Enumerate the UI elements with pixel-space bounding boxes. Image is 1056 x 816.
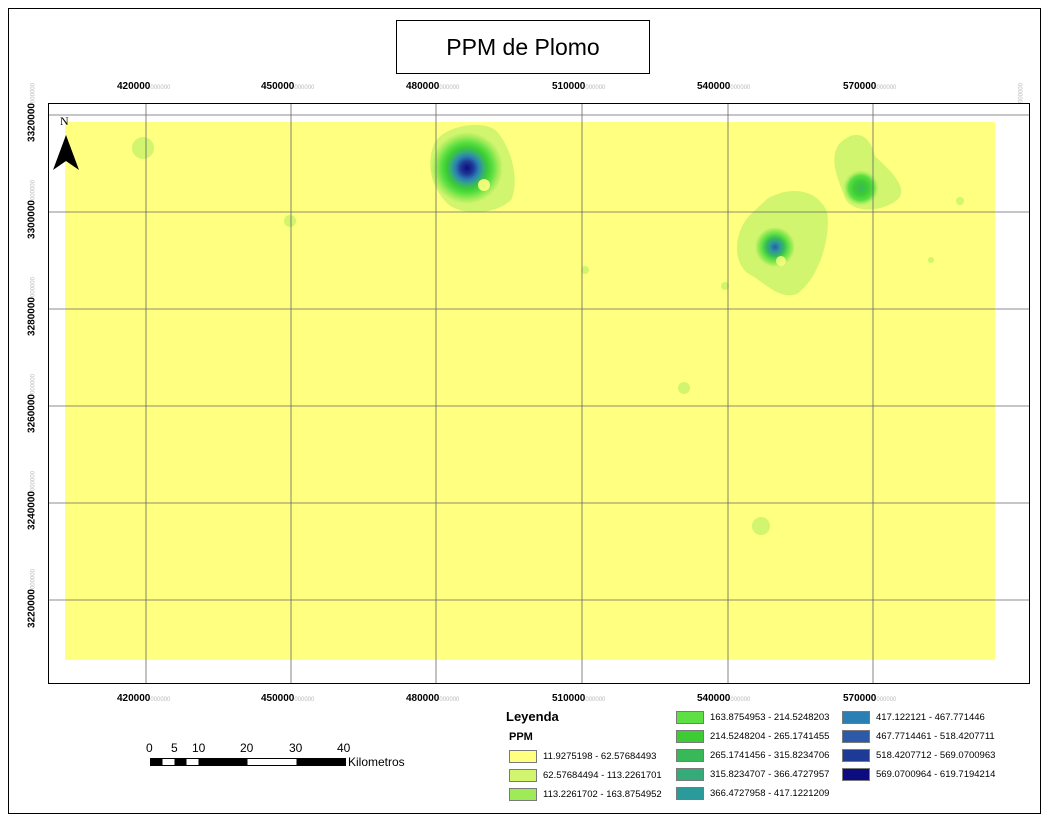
y-tick-left: 3300000000000 — [26, 180, 38, 239]
scale-unit: Kilometros — [348, 755, 405, 769]
scale-label: 5 — [171, 741, 178, 755]
x-tick-bottom: 480000000000 — [406, 693, 460, 704]
x-tick-bottom: 570000000000 — [843, 693, 897, 704]
legend-item: 163.8754953 - 214.5248203 — [676, 709, 829, 725]
legend-swatch — [842, 767, 870, 781]
legend-swatch — [509, 749, 537, 763]
legend-title: Leyenda — [506, 709, 559, 724]
north-arrow-icon: N — [53, 114, 79, 170]
scale-label: 10 — [192, 741, 206, 755]
contour-zone — [678, 382, 690, 394]
x-tick-top: 510000000000 — [552, 81, 606, 92]
legend-item: 417.122121 - 467.771446 — [842, 709, 985, 725]
legend-swatch — [676, 729, 704, 743]
legend-item: 62.57684494 - 113.2261701 — [509, 767, 662, 783]
map-title: PPM de Plomo — [446, 33, 600, 60]
layout-frame — [8, 8, 1041, 814]
legend-swatch — [509, 768, 537, 782]
y-tick-left: 3240000000000 — [26, 471, 38, 530]
map-frame[interactable]: N — [48, 103, 1030, 684]
legend-item: 518.4207712 - 569.0700963 — [842, 747, 995, 763]
legend-subtitle: PPM — [509, 731, 533, 743]
scale-label: 30 — [289, 741, 303, 755]
hotspot-high — [431, 132, 503, 204]
x-tick-bottom: 510000000000 — [552, 693, 606, 704]
contour-zone — [956, 197, 964, 205]
contour-zone — [752, 517, 770, 535]
contour-zone — [478, 179, 490, 191]
scale-bar — [150, 758, 346, 766]
legend-swatch — [676, 786, 704, 800]
x-tick-top: 570000000000 — [843, 81, 897, 92]
scale-label: 0 — [146, 741, 153, 755]
legend-item: 366.4727958 - 417.1221209 — [676, 785, 829, 801]
map-title-box: PPM de Plomo — [396, 20, 650, 74]
contour-zone — [776, 256, 786, 266]
legend-swatch — [676, 767, 704, 781]
y-tick-left: 3320000000000 — [26, 83, 38, 142]
legend-item: 569.0700964 - 619.7194214 — [842, 766, 995, 782]
x-tick-top: 540000000000 — [697, 81, 751, 92]
contour-zone — [721, 282, 729, 290]
contour-zone — [284, 215, 296, 227]
legend-swatch — [842, 710, 870, 724]
hotspot-mid — [843, 170, 879, 206]
legend-item: 214.5248204 - 265.1741455 — [676, 728, 829, 744]
legend-item: 11.9275198 - 62.57684493 — [509, 748, 656, 764]
x-tick-top: 480000000000 — [406, 81, 460, 92]
legend-item: 113.2261702 - 163.8754952 — [509, 786, 662, 802]
legend-swatch — [842, 748, 870, 762]
y-tick-left: 3220000000000 — [26, 569, 38, 628]
scale-label: 20 — [240, 741, 254, 755]
x-tick-bottom: 420000000000 — [117, 693, 171, 704]
legend-swatch — [676, 748, 704, 762]
y-tick-left: 3280000000000 — [26, 277, 38, 336]
legend-item: 315.8234707 - 366.4727957 — [676, 766, 829, 782]
contour-zone — [581, 266, 589, 274]
legend-swatch — [676, 710, 704, 724]
legend-item: 467.7714461 - 518.4207711 — [842, 728, 995, 744]
x-tick-bottom: 450000000000 — [261, 693, 315, 704]
contour-zone — [928, 257, 934, 263]
legend-swatch — [509, 787, 537, 801]
y-tick-left: 3260000000000 — [26, 374, 38, 433]
legend-item: 265.1741456 - 315.8234706 — [676, 747, 829, 763]
x-tick-bottom: 540000000000 — [697, 693, 751, 704]
graticule — [49, 104, 1029, 683]
map-canvas[interactable]: N — [49, 104, 1030, 684]
x-tick-top: 450000000000 — [261, 81, 315, 92]
hotspot-mid — [755, 227, 795, 267]
scale-label: 40 — [337, 741, 351, 755]
contour-zone — [132, 137, 154, 159]
x-tick-top: 420000000000 — [117, 81, 171, 92]
north-label: N — [60, 114, 69, 128]
legend-swatch — [842, 729, 870, 743]
